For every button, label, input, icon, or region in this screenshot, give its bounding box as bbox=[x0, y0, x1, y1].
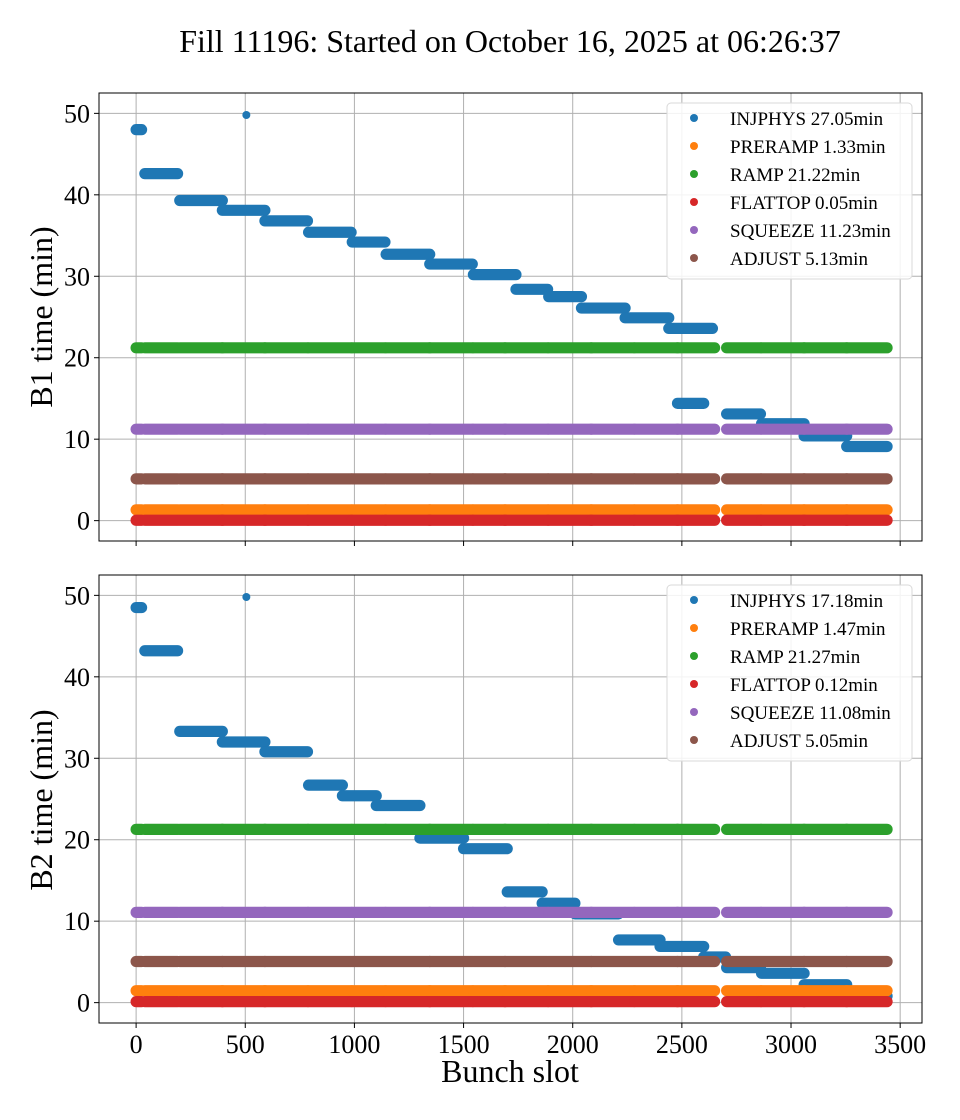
y-tick-label: 0 bbox=[77, 989, 90, 1018]
legend-marker bbox=[690, 596, 698, 604]
axes-b1: 0 10 20 30 40 50 INJPHYS 27.05min PRERAMP 1.33m… bbox=[64, 92, 923, 546]
y-axis-label-b2: B2 time (min) bbox=[23, 709, 59, 890]
legend-label: INJPHYS 27.05min bbox=[730, 109, 884, 130]
y-tick-label: 0 bbox=[77, 507, 90, 536]
legend-label: RAMP 21.27min bbox=[730, 647, 861, 668]
legend-marker bbox=[690, 114, 698, 122]
x-tick-label: 3500 bbox=[874, 1030, 926, 1059]
x-tick-label: 3000 bbox=[765, 1030, 817, 1059]
legend-marker bbox=[690, 652, 698, 660]
y-axis-label-b1: B1 time (min) bbox=[23, 226, 59, 407]
axes-frame bbox=[98, 574, 923, 1024]
y-tick-label: 40 bbox=[64, 181, 90, 210]
x-tick-label: 0 bbox=[130, 1030, 143, 1059]
y-tick-label: 20 bbox=[64, 826, 90, 855]
x-tick-label: 1000 bbox=[328, 1030, 380, 1059]
y-tick-label: 50 bbox=[64, 581, 90, 610]
x-tick-label: 1500 bbox=[438, 1030, 490, 1059]
legend-marker bbox=[690, 142, 698, 150]
legend-label: FLATTOP 0.05min bbox=[730, 193, 878, 214]
y-tick-label: 30 bbox=[64, 744, 90, 773]
legend-label: PRERAMP 1.47min bbox=[730, 619, 886, 640]
legend-label: ADJUST 5.13min bbox=[730, 249, 868, 270]
legend-marker bbox=[690, 198, 698, 206]
legend-marker bbox=[690, 226, 698, 234]
legend-marker bbox=[690, 254, 698, 262]
legend-marker bbox=[690, 736, 698, 744]
legend-label: INJPHYS 17.18min bbox=[730, 591, 884, 612]
legend-marker bbox=[690, 680, 698, 688]
legend bbox=[666, 102, 913, 280]
x-tick-label: 2000 bbox=[547, 1030, 599, 1059]
x-tick-label: 2500 bbox=[656, 1030, 708, 1059]
y-tick-label: 10 bbox=[64, 907, 90, 936]
y-tick-label: 50 bbox=[64, 99, 90, 128]
legend-marker bbox=[690, 624, 698, 632]
legend-marker bbox=[690, 170, 698, 178]
y-tick-label: 30 bbox=[64, 262, 90, 291]
x-tick-label: 500 bbox=[226, 1030, 265, 1059]
y-tick-label: 40 bbox=[64, 663, 90, 692]
y-tick-label: 10 bbox=[64, 425, 90, 454]
x-axis-label: Bunch slot bbox=[441, 1053, 579, 1089]
legend-label: ADJUST 5.05min bbox=[730, 731, 868, 752]
injphys-point bbox=[242, 110, 251, 119]
legend-label: SQUEEZE 11.23min bbox=[730, 221, 891, 242]
legend-label: RAMP 21.22min bbox=[730, 165, 861, 186]
legend-label: FLATTOP 0.12min bbox=[730, 675, 878, 696]
figure-title: Fill 11196: Started on October 16, 2025 … bbox=[179, 23, 841, 59]
legend-label: SQUEEZE 11.08min bbox=[730, 703, 891, 724]
y-tick-label: 20 bbox=[64, 344, 90, 373]
axes-b2: 0 500 1000 1500 2000 2500 3000 3500 0 10 20 30 40 50 I… bbox=[64, 574, 926, 1059]
legend-marker bbox=[690, 708, 698, 716]
legend bbox=[666, 584, 913, 762]
axes-frame bbox=[98, 92, 923, 542]
injphys-point bbox=[242, 592, 251, 601]
legend-label: PRERAMP 1.33min bbox=[730, 137, 886, 158]
